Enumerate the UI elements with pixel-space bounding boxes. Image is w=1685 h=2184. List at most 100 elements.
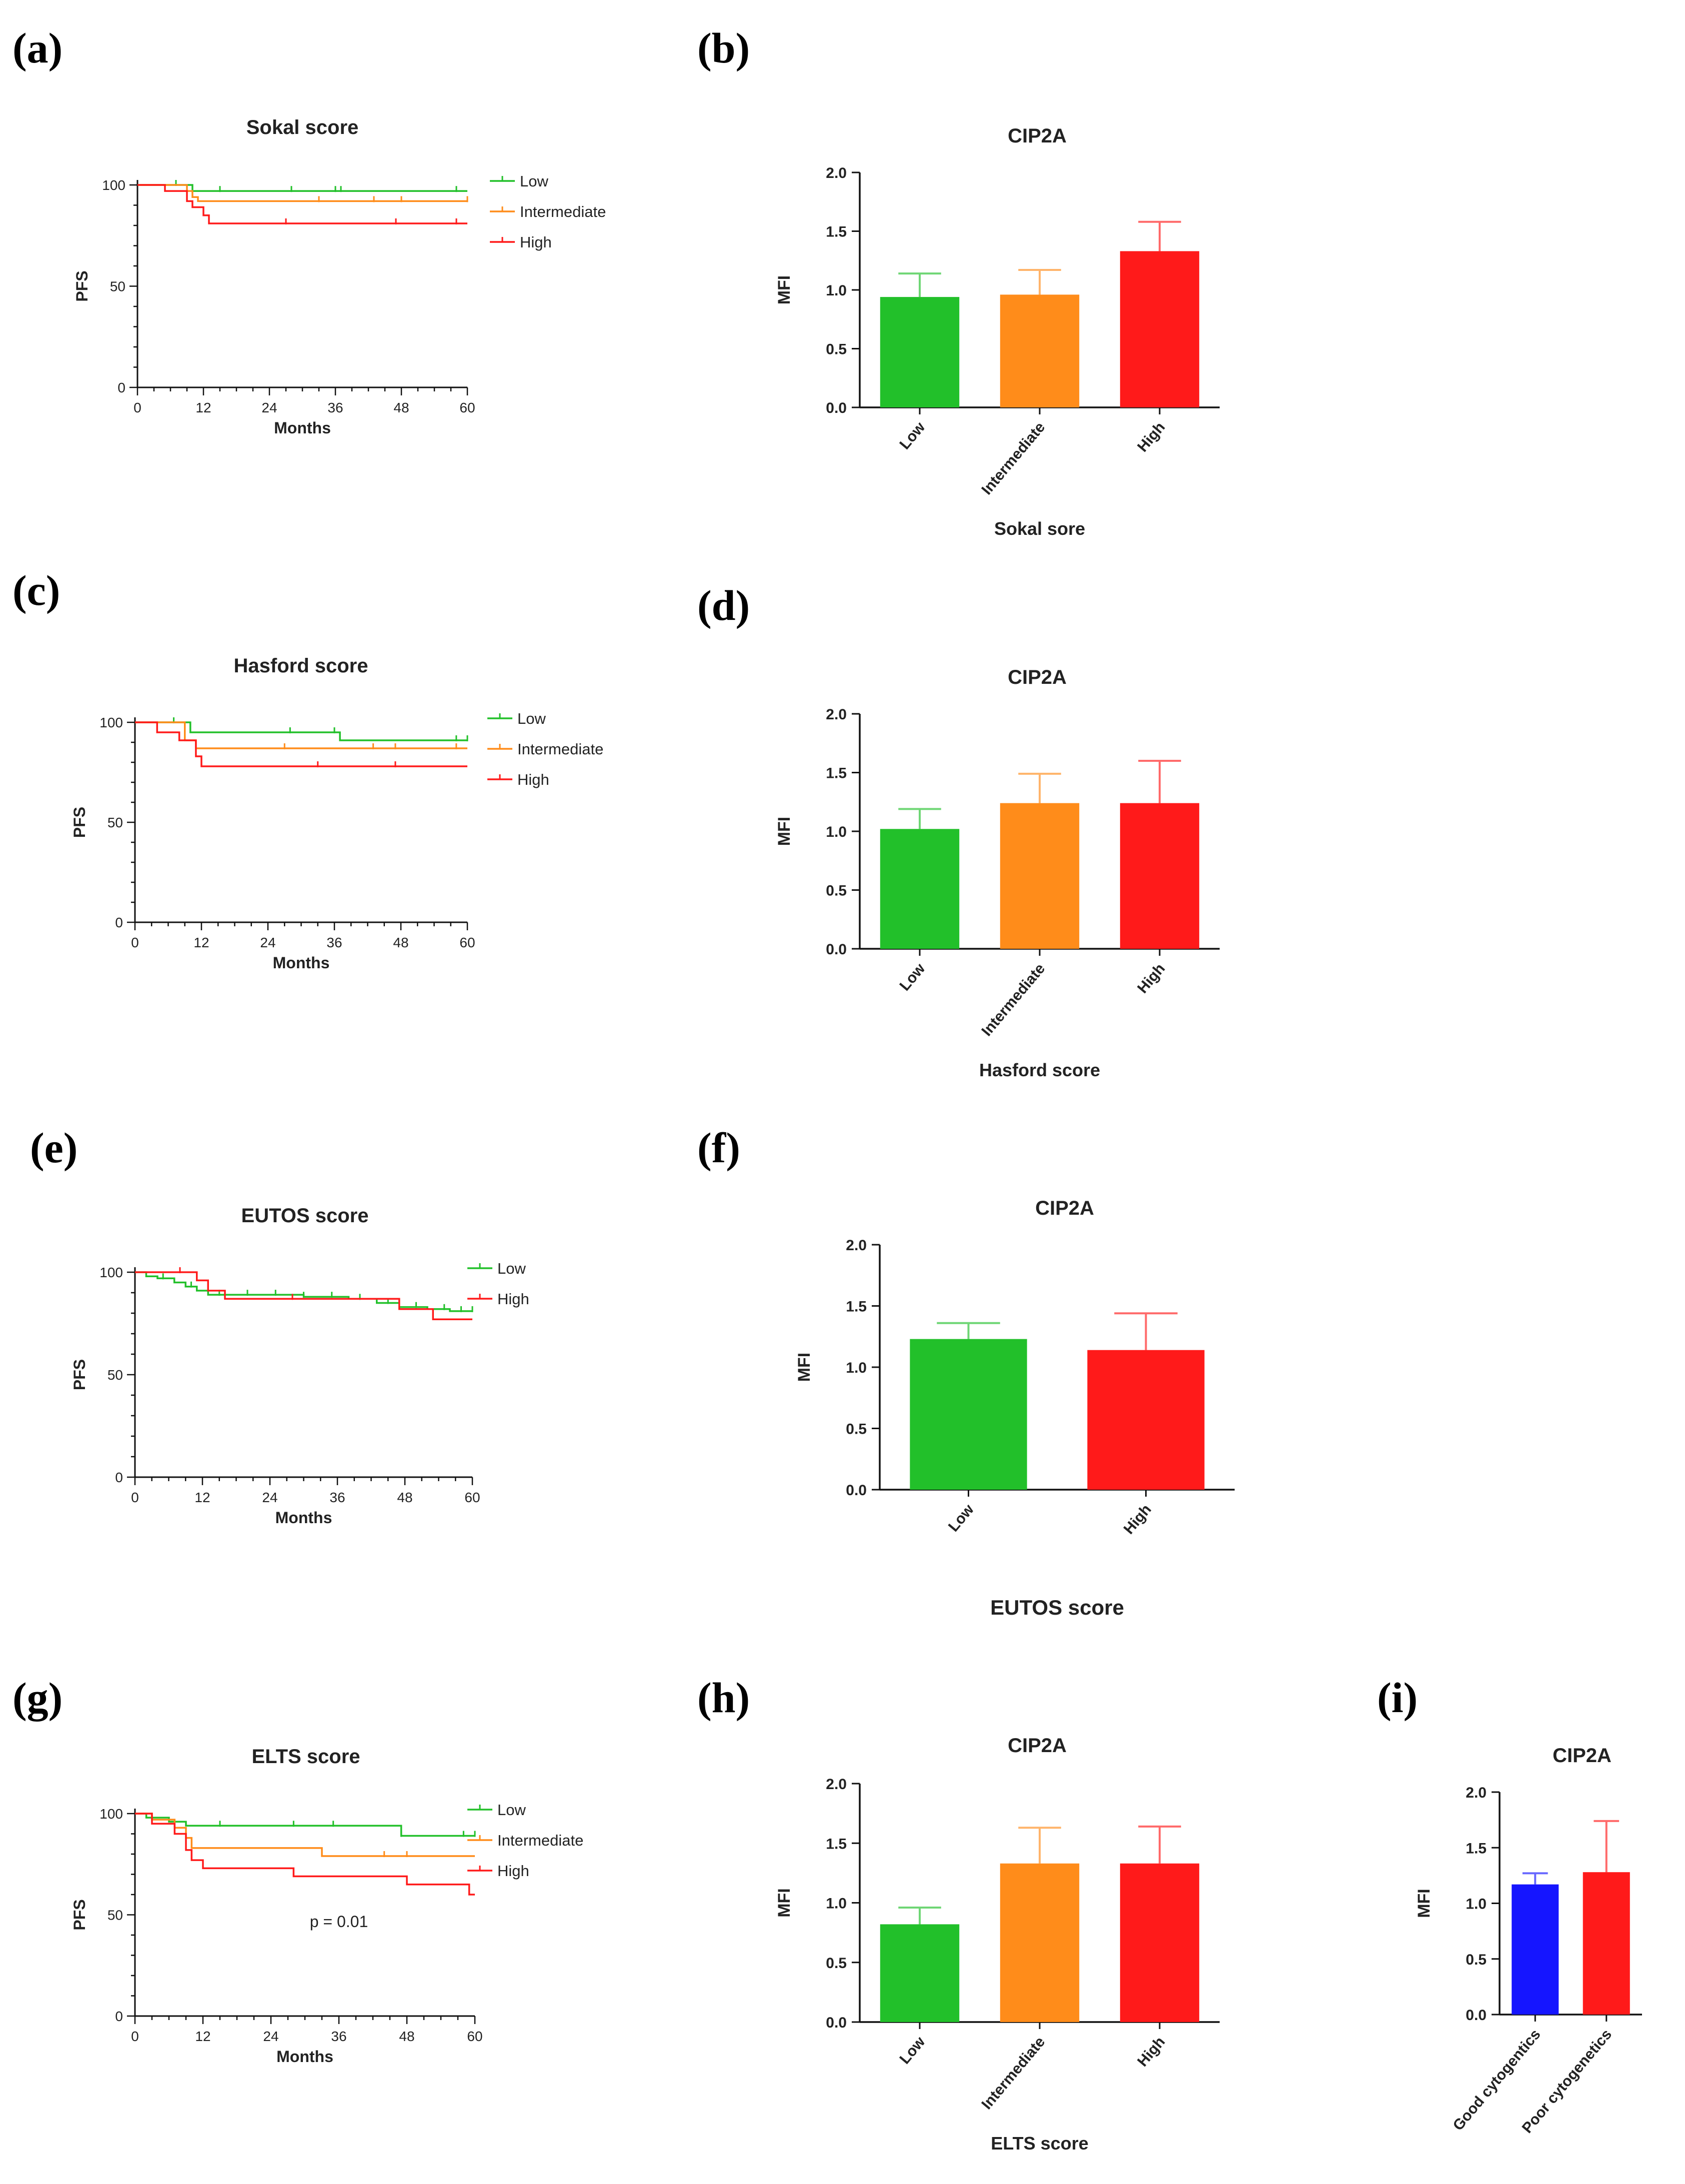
legend-label: Intermediate [520, 203, 606, 220]
x-tick-label: 24 [263, 2029, 278, 2044]
legend-label: Intermediate [497, 1832, 583, 1849]
x-tick-label: 60 [467, 2029, 482, 2044]
panel-letter: (g) [12, 1674, 62, 1722]
bar-intermediate [1000, 294, 1080, 407]
panel-a: (a) Sokal score 0 50 100 0 12 24 36 48 60 Months PFS… [12, 24, 606, 437]
y-tick-label: 2.0 [846, 1237, 867, 1254]
x-tick-label: 48 [393, 935, 408, 950]
x-tick-label: 36 [329, 1490, 345, 1505]
survival-curve-high [135, 1271, 472, 1321]
survival-curve-low [135, 1271, 472, 1312]
x-tick-label: 12 [195, 2029, 210, 2044]
legend-label: High [517, 771, 549, 788]
chart-title: CIP2A [1008, 125, 1067, 147]
panel-letter: (d) [697, 581, 750, 629]
panel-letter: (b) [697, 24, 750, 72]
bar-low [910, 1339, 1027, 1490]
x-tick-label: 12 [193, 935, 209, 950]
y-axis-label: MFI [795, 1353, 814, 1382]
survival-curve-intermediate [137, 184, 467, 202]
y-tick-label: 1.0 [1466, 1896, 1487, 1913]
y-axis-label: PFS [70, 807, 88, 838]
y-tick-label: 1.5 [826, 765, 847, 782]
y-axis-label: MFI [775, 817, 794, 846]
x-tick-label: Low [897, 419, 929, 453]
panel-letter: (e) [30, 1124, 77, 1172]
chart-title: CIP2A [1008, 666, 1067, 688]
y-tick-label: 0.0 [1466, 2007, 1487, 2024]
x-axis-label: Months [273, 954, 330, 972]
y-tick-label: 0 [115, 2009, 123, 2024]
panel-letter: (c) [12, 566, 60, 614]
y-axis-label: PFS [70, 1899, 88, 1930]
x-tick-label: 36 [326, 935, 342, 950]
x-tick-label: Intermediate [978, 2034, 1048, 2113]
bar-poor-cytogenetics [1583, 1872, 1630, 2015]
x-tick-label: High [1134, 960, 1168, 996]
y-tick-label: 100 [99, 715, 123, 730]
y-tick-label: 0.5 [846, 1421, 867, 1438]
panel-b: (b) CIP2A 0.0 0.5 1.0 1.5 2.0 MFI Low Intermediat… [697, 24, 1220, 539]
x-tick-label: 48 [399, 2029, 414, 2044]
panel-g: (g) ELTS score 0 50 100 0 12 24 36 48 60 Months PFS L… [12, 1674, 583, 2066]
survival-curve-low [135, 721, 467, 741]
y-tick-label: 1.0 [846, 1360, 867, 1376]
x-tick-label: 36 [327, 400, 343, 415]
y-tick-label: 2.0 [1466, 1785, 1487, 1801]
x-tick-label: 48 [397, 1490, 412, 1505]
y-tick-label: 50 [107, 815, 123, 830]
chart-title: CIP2A [1553, 1745, 1612, 1767]
survival-curve-low [135, 1813, 475, 1837]
y-tick-label: 1.5 [826, 1836, 847, 1852]
x-tick-label: 24 [260, 935, 275, 950]
y-tick-label: 0.5 [826, 1955, 847, 1972]
legend-label: Low [520, 172, 548, 190]
y-tick-label: 0.0 [826, 400, 847, 416]
y-tick-label: 1.5 [846, 1299, 867, 1315]
y-axis-label: MFI [1415, 1889, 1434, 1918]
y-tick-label: 100 [102, 177, 125, 193]
x-axis-label: Months [274, 419, 331, 437]
bar-low [880, 829, 960, 949]
x-tick-label: High [1134, 2034, 1168, 2070]
panel-e: (e) EUTOS score 0 50 100 0 12 24 36 48 60 Months PFS… [30, 1124, 529, 1527]
bar-intermediate [1000, 1863, 1080, 2022]
y-tick-label: 0.0 [826, 941, 847, 958]
chart-title: CIP2A [1008, 1735, 1067, 1757]
p-value-annotation: p = 0.01 [310, 1913, 368, 1931]
y-tick-label: 0.0 [846, 1482, 867, 1499]
legend-label: High [497, 1290, 529, 1308]
y-axis-label: MFI [775, 1888, 794, 1918]
y-tick-label: 2.0 [826, 165, 847, 181]
chart-title: EUTOS score [241, 1205, 369, 1227]
panel-d: (d) CIP2A 0.0 0.5 1.0 1.5 2.0 MFI Low Intermediat… [697, 581, 1220, 1080]
legend-label: Low [517, 710, 546, 727]
x-axis-label: ELTS score [991, 2133, 1088, 2154]
survival-curve-high [137, 184, 467, 224]
chart-title: CIP2A [1035, 1197, 1094, 1219]
bar-good-cytogentics [1512, 1884, 1559, 2015]
x-axis-label: Sokal sore [994, 518, 1085, 539]
y-tick-label: 1.0 [826, 824, 847, 840]
chart-title: Sokal score [246, 116, 359, 138]
panel-c: (c) Hasford score 0 50 100 0 12 24 36 48 60 Months P… [12, 566, 603, 972]
panel-h: (h) CIP2A 0.0 0.5 1.0 1.5 2.0 MFI Low Intermediat… [697, 1674, 1220, 2154]
survival-curve-intermediate [135, 721, 467, 749]
y-tick-label: 2.0 [826, 706, 847, 723]
x-axis-label: Months [276, 2048, 333, 2066]
bar-high [1087, 1350, 1205, 1490]
x-tick-label: 0 [133, 400, 141, 415]
x-tick-label: 36 [331, 2029, 346, 2044]
y-tick-label: 100 [99, 1806, 123, 1822]
bar-intermediate [1000, 803, 1080, 949]
y-axis-label: MFI [775, 275, 794, 305]
bar-high [1120, 1863, 1200, 2022]
x-tick-label: High [1121, 1501, 1155, 1537]
bar-low [880, 297, 960, 407]
y-tick-label: 50 [107, 1367, 123, 1383]
x-tick-label: 60 [459, 935, 475, 950]
x-tick-label: High [1134, 419, 1168, 455]
y-tick-label: 0 [115, 915, 123, 930]
